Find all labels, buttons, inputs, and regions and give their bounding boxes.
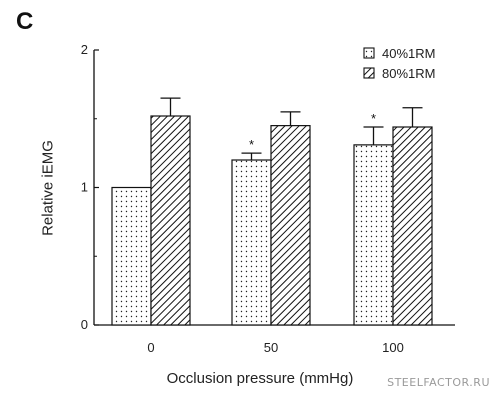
watermark: STEELFACTOR.RU: [387, 376, 490, 389]
legend-swatch: [363, 67, 375, 79]
legend-label: 40%1RM: [382, 46, 435, 61]
y-axis-label: Relative iEMG: [39, 140, 57, 236]
y-tick-label: 0: [81, 317, 88, 332]
y-tick-label: 2: [81, 42, 88, 57]
x-tick-label: 100: [382, 340, 404, 355]
bar-40%1RM-50: [231, 159, 272, 326]
significance-marker: *: [371, 111, 376, 126]
bar-80%1RM-0: [150, 115, 191, 326]
legend-label: 80%1RM: [382, 66, 435, 81]
bar-80%1RM-50: [270, 125, 311, 326]
y-tick-label: 1: [81, 180, 88, 195]
bar-40%1RM-0: [111, 186, 152, 326]
plot-area: 0 1 2 0 * 50 * 100 40%1RM 80%1RM: [81, 42, 455, 355]
bar-40%1RM-100: [353, 144, 394, 326]
x-tick-label: 50: [264, 340, 278, 355]
x-tick-label: 0: [147, 340, 154, 355]
panel-label: C: [16, 8, 34, 35]
bar-80%1RM-100: [392, 126, 433, 326]
x-axis-label: Occlusion pressure (mmHg): [166, 370, 354, 387]
significance-marker: *: [249, 137, 254, 152]
legend-swatch: [363, 47, 375, 59]
